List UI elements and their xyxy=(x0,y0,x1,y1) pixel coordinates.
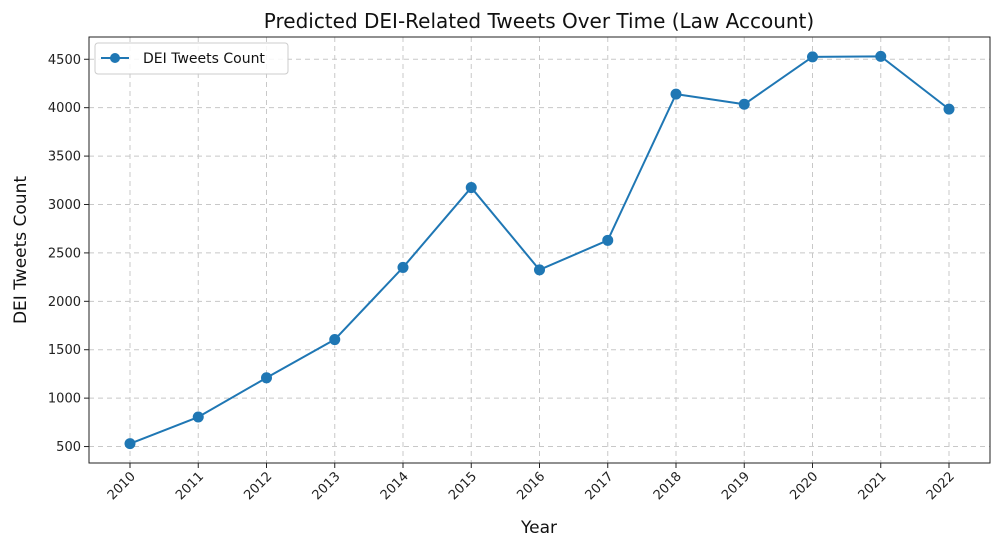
data-point-2015 xyxy=(465,182,477,194)
x-tick-label: 2018 xyxy=(651,469,685,503)
x-tick-label: 2011 xyxy=(173,469,207,503)
x-tick-label: 2014 xyxy=(378,469,412,503)
x-tick-label: 2017 xyxy=(583,469,617,503)
data-point-2016 xyxy=(534,264,545,276)
y-tick-label: 2500 xyxy=(48,246,81,261)
y-tick-label: 4000 xyxy=(48,101,81,116)
grid xyxy=(89,37,990,463)
y-tick-label: 4500 xyxy=(48,53,81,68)
data-point-2018 xyxy=(670,88,682,100)
axes xyxy=(84,36,991,468)
data-point-2010 xyxy=(124,438,136,450)
tick-labels: 2010 2011 2012 2013 2014 2015 2016 2017 2018 2019… xyxy=(48,53,958,503)
y-tick-label: 2000 xyxy=(48,295,81,310)
y-tick-label: 3000 xyxy=(48,198,81,213)
x-axis-title: Year xyxy=(520,518,557,538)
y-tick-label: 1000 xyxy=(48,392,81,407)
plot-area-frame xyxy=(88,36,991,464)
x-tick-label: 2010 xyxy=(105,469,139,503)
y-axis-title: DEI Tweets Count xyxy=(11,176,31,324)
x-tick-label: 2013 xyxy=(310,469,344,503)
legend-box xyxy=(94,42,289,75)
x-tick-label: 2022 xyxy=(924,469,958,503)
y-tick-label: 1500 xyxy=(48,343,81,358)
data-point-2019 xyxy=(738,98,750,110)
x-tick-label: 2012 xyxy=(241,469,275,503)
data-point-2017 xyxy=(602,234,614,246)
x-tick-label: 2019 xyxy=(719,469,753,503)
legend-label: DEI Tweets Count xyxy=(143,51,265,67)
y-tick-label: 500 xyxy=(56,440,81,455)
data-point-2020 xyxy=(807,51,818,63)
data-point-2013 xyxy=(329,334,341,346)
legend: DEI Tweets Count xyxy=(94,42,289,75)
series-line xyxy=(129,55,950,445)
data-point-2014 xyxy=(397,261,409,273)
x-tick-label: 2020 xyxy=(787,469,821,503)
data-point-2011 xyxy=(192,411,204,423)
data-point-2021 xyxy=(875,50,887,62)
y-tick-label: 3500 xyxy=(48,150,81,165)
x-tick-label: 2016 xyxy=(514,469,548,503)
legend-marker-swatch xyxy=(110,53,120,63)
x-tick-label: 2015 xyxy=(446,469,480,503)
series-layer xyxy=(124,50,955,450)
x-tick-label: 2021 xyxy=(856,469,890,503)
data-point-2022 xyxy=(943,103,955,115)
data-point-2012 xyxy=(261,372,272,384)
chart-title: Predicted DEI-Related Tweets Over Time (… xyxy=(264,9,814,33)
